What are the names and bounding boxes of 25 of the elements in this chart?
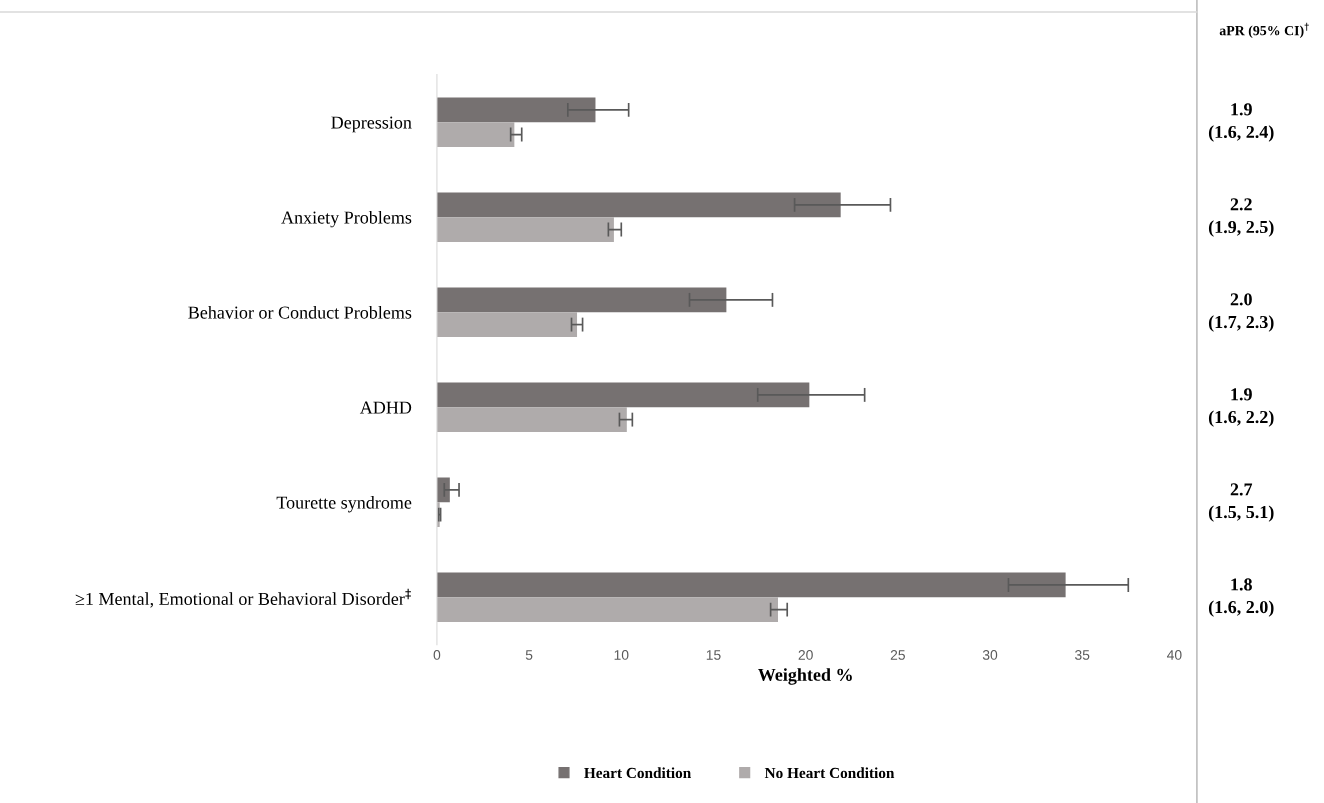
text: aPR (95% CI)$^{†}$: [1219, 22, 1309, 39]
x-tick-label: 15: [706, 650, 721, 660]
text: 2.2 (1.9, 2.5): [1208, 198, 1274, 237]
text: 2.0 (1.7, 2.3): [1208, 293, 1274, 332]
x-tick-label: 40: [1166, 650, 1182, 660]
y-tick-label: Depression: [331, 116, 412, 133]
x-tick-label: 25: [890, 650, 905, 660]
x-tick-label: 5: [525, 650, 533, 660]
text: 2.7 (1.5, 5.1): [1208, 483, 1274, 522]
y-tick-label: Behavior or Conduct Problems: [188, 305, 412, 319]
text: 1.8 (1.6, 2.0): [1208, 578, 1274, 617]
x-tick-label: 20: [798, 650, 813, 660]
x-tick-label: 0: [433, 650, 441, 660]
legend-label: No Heart Condition: [764, 767, 895, 779]
legend-label: Heart Condition: [584, 767, 692, 779]
x-tick-label: 35: [1075, 650, 1090, 660]
y-tick-label: ADHD: [359, 401, 412, 414]
x-tick-label: 30: [982, 650, 998, 660]
text: 1.9 (1.6, 2.4): [1208, 103, 1274, 142]
x-tick-label: 10: [614, 650, 629, 660]
y-tick-label: Tourette syndrome: [276, 496, 412, 513]
y-tick-label: ≥1 Mental, Emotional or Behavioral Disorder$^{‡}$: [75, 588, 411, 608]
x-axis-title: Weighted %: [758, 668, 852, 685]
y-tick-label: Anxiety Problems: [281, 210, 412, 228]
text: 1.9 (1.6, 2.2): [1208, 388, 1274, 427]
